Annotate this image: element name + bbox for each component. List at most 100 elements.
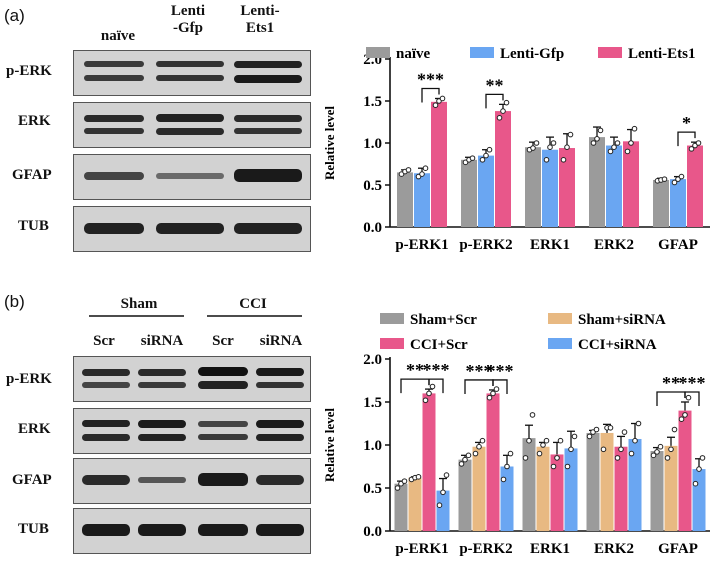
chart-a-bar-naïve-p-ERK2 bbox=[461, 159, 477, 227]
chart-b-data-point bbox=[479, 437, 486, 444]
chart-a-data-point bbox=[611, 144, 617, 150]
chart-b-data-point bbox=[571, 433, 578, 440]
chart-b-bar-CCI+siRNA-p-ERK2 bbox=[500, 466, 514, 531]
chart-a-data-point bbox=[469, 155, 476, 161]
chart-b-data-point bbox=[557, 437, 564, 444]
chart-a-data-point bbox=[560, 157, 567, 163]
chart-a-x-tick-label: GFAP bbox=[658, 237, 698, 253]
chart-a-bar-Lenti-Gfp-ERK1 bbox=[542, 149, 558, 227]
chart-b-y-tick-label: 2.0 bbox=[363, 352, 382, 368]
chart-b-y-axis-label: Relative level bbox=[322, 408, 337, 482]
chart-a-legend-label: naïve bbox=[396, 46, 431, 62]
chart-b-legend-swatch bbox=[548, 338, 572, 349]
chart-a-data-point bbox=[678, 173, 685, 180]
chart-b-legend-label: Sham+Scr bbox=[410, 312, 477, 328]
western-blot-p-erk-a bbox=[73, 50, 311, 96]
chart-b-significance-label: *** bbox=[679, 373, 706, 393]
chart-a-y-tick-label: 1.5 bbox=[363, 94, 382, 110]
chart-b-data-point bbox=[440, 489, 446, 496]
chart-a-data-point bbox=[564, 144, 570, 150]
western-blot-erk-b bbox=[73, 408, 311, 454]
chart-a-data-point bbox=[496, 115, 503, 121]
chart-b-data-point bbox=[436, 502, 443, 508]
chart-b-bar-Sham+siRNA-ERK2 bbox=[600, 432, 614, 531]
chart-b-bar-CCI+siRNA-p-ERK1 bbox=[436, 490, 450, 531]
chart-b-data-point bbox=[543, 437, 550, 444]
chart-b-legend-swatch bbox=[380, 313, 404, 324]
chart-b-legend-label: Sham+siRNA bbox=[578, 312, 666, 328]
chart-a-bar-Lenti-Gfp-ERK2 bbox=[606, 145, 622, 227]
chart-b-bar-Sham+Scr-GFAP bbox=[650, 451, 664, 531]
chart-b-significance-bracket bbox=[492, 379, 508, 394]
blot-row-label-p-erk-b: p-ERK bbox=[6, 371, 52, 387]
chart-b-y-tick-label: 0.0 bbox=[363, 524, 382, 540]
chart-a-bar-naïve-p-ERK1 bbox=[397, 172, 413, 227]
chart-b-bar-CCI+Scr-ERK2 bbox=[614, 446, 628, 531]
chart-a-y-tick-label: 1.0 bbox=[363, 136, 382, 152]
chart-a-bar-Lenti-Gfp-p-ERK2 bbox=[478, 155, 494, 227]
chart-b-data-point bbox=[678, 416, 685, 422]
chart-b-data-point bbox=[685, 394, 692, 401]
chart-b-data-point bbox=[668, 446, 674, 453]
chart-b-significance-bracket bbox=[684, 391, 700, 406]
chart-b-data-point bbox=[593, 426, 600, 433]
lane-label-naive: naïve bbox=[100, 28, 136, 44]
chart-b-bar-Sham+Scr-ERK2 bbox=[586, 432, 600, 531]
lane-label-lenti-gfp: Lenti -Gfp bbox=[170, 3, 206, 36]
chart-a-data-point bbox=[432, 102, 439, 108]
chart-b-data-point bbox=[696, 466, 702, 472]
chart-b-bar-CCI+Scr-ERK1 bbox=[550, 454, 564, 531]
chart-b-data-point bbox=[458, 461, 465, 467]
chart-a-data-point bbox=[631, 125, 638, 132]
chart-a-data-point bbox=[405, 167, 412, 173]
chart-a-data-point bbox=[547, 144, 553, 150]
chart-b-legend-swatch bbox=[380, 338, 404, 349]
chart-a-data-point bbox=[439, 95, 446, 102]
chart-a-legend-swatch bbox=[598, 47, 622, 58]
chart-b-data-point bbox=[429, 383, 436, 390]
chart-b-bar-Sham+siRNA-p-ERK2 bbox=[472, 446, 486, 531]
chart-b-bar-Sham+Scr-p-ERK1 bbox=[394, 483, 408, 531]
western-blot-gfap-a bbox=[73, 154, 311, 200]
chart-b-x-tick-label: GFAP bbox=[658, 541, 698, 557]
chart-b-significance-label: ** bbox=[406, 360, 424, 380]
chart-a-bar-naïve-ERK2 bbox=[589, 137, 605, 227]
western-blot-gfap-b bbox=[73, 458, 311, 504]
chart-a-bar-naïve-ERK1 bbox=[525, 147, 541, 227]
chart-b-significance-bracket bbox=[464, 379, 494, 394]
chart-b-data-point bbox=[490, 390, 496, 397]
chart-b-x-tick-label: p-ERK2 bbox=[459, 541, 512, 557]
chart-a-y-tick-label: 0.5 bbox=[363, 178, 382, 194]
chart-b-y-tick-label: 1.5 bbox=[363, 395, 382, 411]
chart-b-data-point bbox=[621, 429, 628, 435]
lane-label-cci-scr: Scr bbox=[212, 333, 234, 349]
chart-a-data-point bbox=[688, 146, 695, 152]
chart-b-data-point bbox=[628, 450, 635, 457]
lane-label-sham-scr: Scr bbox=[93, 333, 115, 349]
chart-b-legend-swatch bbox=[548, 313, 572, 324]
chart-a-data-point bbox=[479, 157, 486, 163]
chart-b-bar-Sham+Scr-ERK1 bbox=[522, 438, 536, 531]
panel-b-label: (b) bbox=[4, 292, 25, 311]
chart-b-bar-Sham+siRNA-ERK1 bbox=[536, 446, 550, 531]
chart-b-bar-CCI+siRNA-GFAP bbox=[692, 469, 706, 531]
chart-b-data-point bbox=[614, 455, 621, 461]
chart-b-bar-Sham+siRNA-p-ERK1 bbox=[408, 477, 422, 531]
chart-a-x-tick-label: p-ERK1 bbox=[395, 237, 448, 253]
chart-b-data-point bbox=[550, 463, 557, 470]
chart-a-data-point bbox=[486, 146, 493, 153]
chart-b-bar-CCI+Scr-GFAP bbox=[678, 410, 692, 531]
chart-a-data-point bbox=[550, 140, 557, 146]
chart-a-significance-bracket bbox=[485, 93, 504, 109]
chart-b-data-point bbox=[568, 446, 574, 453]
chart-b-significance-label: *** bbox=[466, 361, 493, 381]
lane-label-lenti-ets1: Lenti- Ets1 bbox=[240, 3, 280, 36]
chart-a-bar-Lenti-Ets1-p-ERK2 bbox=[495, 111, 511, 227]
chart-b-bar-CCI+siRNA-ERK1 bbox=[564, 448, 578, 531]
chart-a-data-point bbox=[543, 157, 550, 163]
chart-a-bar-Lenti-Ets1-p-ERK1 bbox=[431, 101, 447, 227]
chart-a-data-point bbox=[503, 99, 510, 106]
chart-a-data-point bbox=[671, 179, 678, 186]
